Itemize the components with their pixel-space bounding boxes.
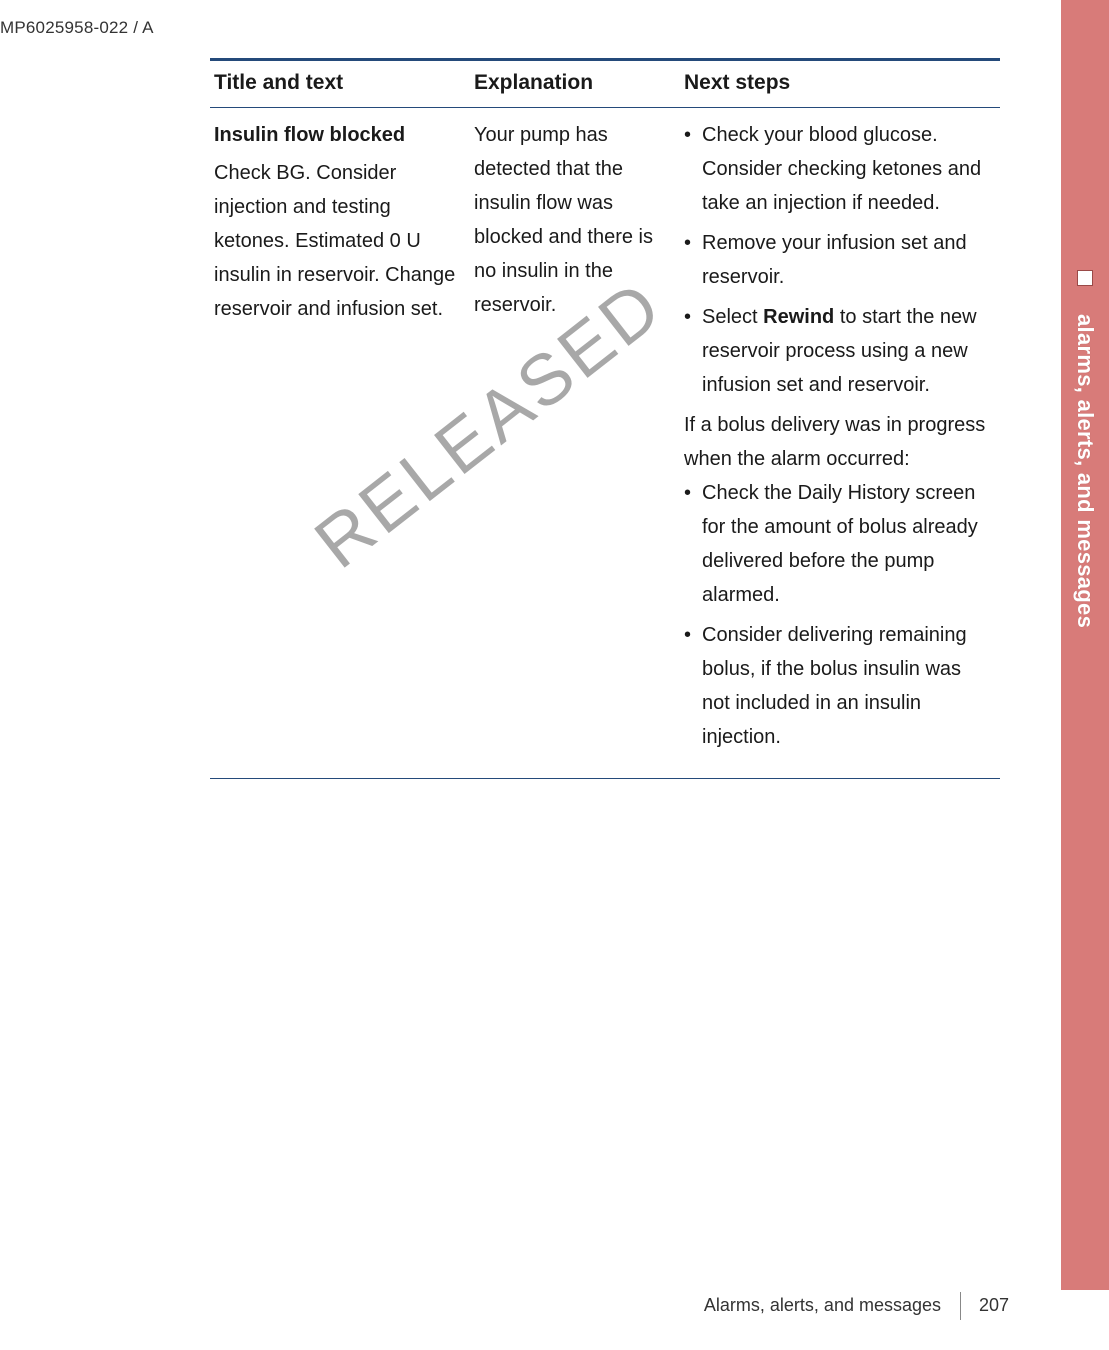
step-keyword: Rewind [763,306,834,328]
footer-page: 207 [979,1295,1009,1316]
cell-title: Insulin flow blocked Check BG. Consider … [210,108,470,779]
list-item: Check your blood glucose. Consider check… [684,118,986,220]
list-item: Check the Daily History screen for the a… [684,476,986,612]
content-area: Title and text Explanation Next steps In… [210,58,1000,779]
footer-title: Alarms, alerts, and messages [704,1295,941,1316]
th-next-steps: Next steps [680,60,1000,108]
side-tab-label: alarms, alerts, and messages [1072,314,1098,628]
cell-next-steps: Check your blood glucose. Consider check… [680,108,1000,779]
list-item: Consider delivering remaining bolus, if … [684,618,986,754]
footer: Alarms, alerts, and messages 207 [0,1286,1061,1316]
doc-id: MP6025958-022 / A [0,18,154,38]
steps-list-a: Check your blood glucose. Consider check… [684,118,986,402]
row-title-body: Check BG. Consider injection and testing… [214,162,455,320]
th-title: Title and text [210,60,470,108]
footer-divider [960,1292,961,1320]
step-text: Select [702,306,763,328]
cell-explanation: Your pump has detected that the insulin … [470,108,680,779]
steps-list-b: Check the Daily History screen for the a… [684,476,986,754]
row-title-strong: Insulin flow blocked [214,118,456,152]
list-item: Remove your infusion set and reservoir. [684,226,986,294]
mid-text: If a bolus delivery was in progress when… [684,408,986,476]
side-tab: alarms, alerts, and messages [1061,0,1109,1290]
side-tab-marker [1077,270,1093,286]
table-row: Insulin flow blocked Check BG. Consider … [210,108,1000,779]
alarm-table: Title and text Explanation Next steps In… [210,58,1000,779]
th-explanation: Explanation [470,60,680,108]
list-item: Select Rewind to start the new reservoir… [684,300,986,402]
